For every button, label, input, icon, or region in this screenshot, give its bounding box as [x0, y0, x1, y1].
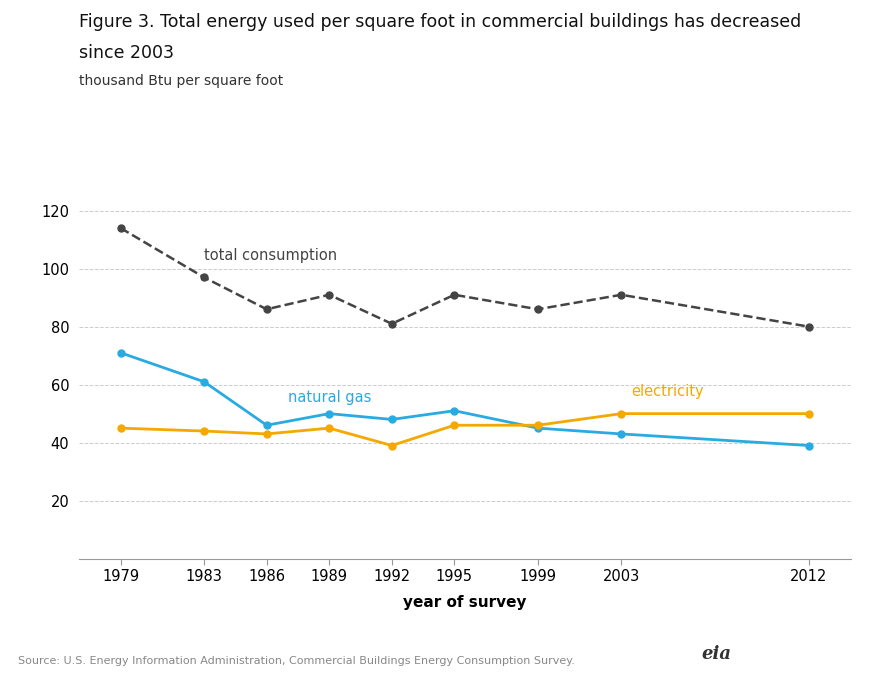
Text: Figure 3. Total energy used per square foot in commercial buildings has decrease: Figure 3. Total energy used per square f… [79, 13, 802, 32]
Text: eia: eia [702, 645, 731, 663]
Text: electricity: electricity [631, 384, 704, 399]
X-axis label: year of survey: year of survey [403, 595, 526, 610]
Text: since 2003: since 2003 [79, 44, 174, 62]
Text: thousand Btu per square foot: thousand Btu per square foot [79, 74, 283, 88]
Text: natural gas: natural gas [288, 390, 371, 405]
Text: Source: U.S. Energy Information Administration, Commercial Buildings Energy Cons: Source: U.S. Energy Information Administ… [18, 656, 574, 666]
Text: total consumption: total consumption [204, 248, 337, 263]
